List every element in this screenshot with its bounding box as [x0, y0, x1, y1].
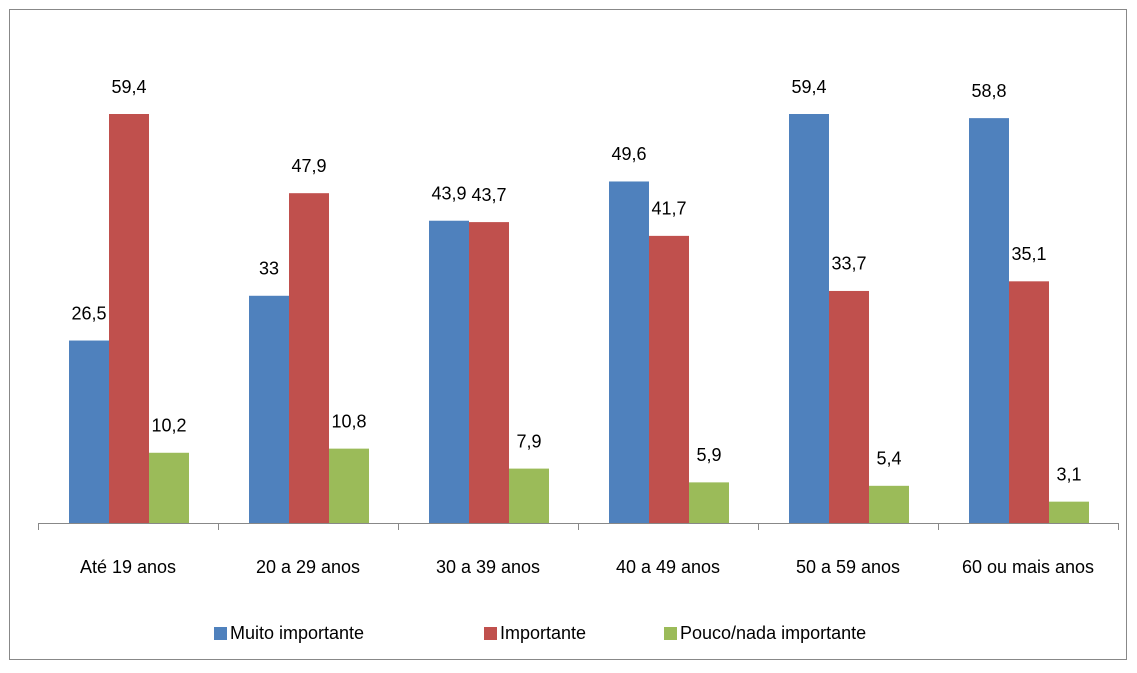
- bar: [649, 235, 689, 524]
- data-label: 10,2: [151, 416, 186, 436]
- data-label: 43,7: [471, 185, 506, 205]
- data-label: 47,9: [291, 156, 326, 176]
- bar: [289, 193, 329, 523]
- bar: [109, 114, 149, 523]
- data-label: 5,4: [876, 449, 901, 469]
- data-label: 41,7: [651, 199, 686, 219]
- bar: [789, 114, 829, 523]
- legend-swatch: [214, 627, 227, 640]
- data-label: 49,6: [611, 144, 646, 164]
- data-label: 33,7: [831, 254, 866, 274]
- legend-label: Muito importante: [230, 623, 364, 643]
- bar: [149, 452, 189, 523]
- legend-label: Pouco/nada importante: [680, 623, 866, 643]
- bar: [1049, 501, 1089, 523]
- bar: [469, 222, 509, 523]
- chart-frame: [9, 9, 1127, 660]
- data-label: 5,9: [696, 445, 721, 465]
- data-label: 26,5: [71, 303, 106, 323]
- legend-swatch: [664, 627, 677, 640]
- data-label: 7,9: [516, 431, 541, 451]
- x-tick-label: 30 a 39 anos: [436, 557, 540, 577]
- bar: [429, 220, 469, 523]
- data-label: 10,8: [331, 411, 366, 431]
- legend-swatch: [484, 627, 497, 640]
- x-tick-label: 40 a 49 anos: [616, 557, 720, 577]
- x-tick-label: 50 a 59 anos: [796, 557, 900, 577]
- bar: [329, 448, 369, 523]
- legend-label: Importante: [500, 623, 586, 643]
- x-tick-label: 20 a 29 anos: [256, 557, 360, 577]
- data-label: 35,1: [1011, 244, 1046, 264]
- data-label: 59,4: [791, 77, 826, 97]
- data-label: 59,4: [111, 77, 146, 97]
- x-tick-label: 60 ou mais anos: [962, 557, 1094, 577]
- bar: [609, 181, 649, 523]
- data-label: 33: [259, 259, 279, 279]
- bar: [869, 485, 909, 523]
- bar: [1009, 281, 1049, 523]
- x-tick-label: Até 19 anos: [80, 557, 176, 577]
- data-label: 58,8: [971, 81, 1006, 101]
- bar: [249, 295, 289, 523]
- data-label: 3,1: [1056, 464, 1081, 484]
- data-label: 43,9: [431, 183, 466, 203]
- bar: [829, 290, 869, 523]
- bar: [689, 482, 729, 523]
- bar: [509, 468, 549, 523]
- bar: [69, 340, 109, 523]
- bar: [969, 118, 1009, 523]
